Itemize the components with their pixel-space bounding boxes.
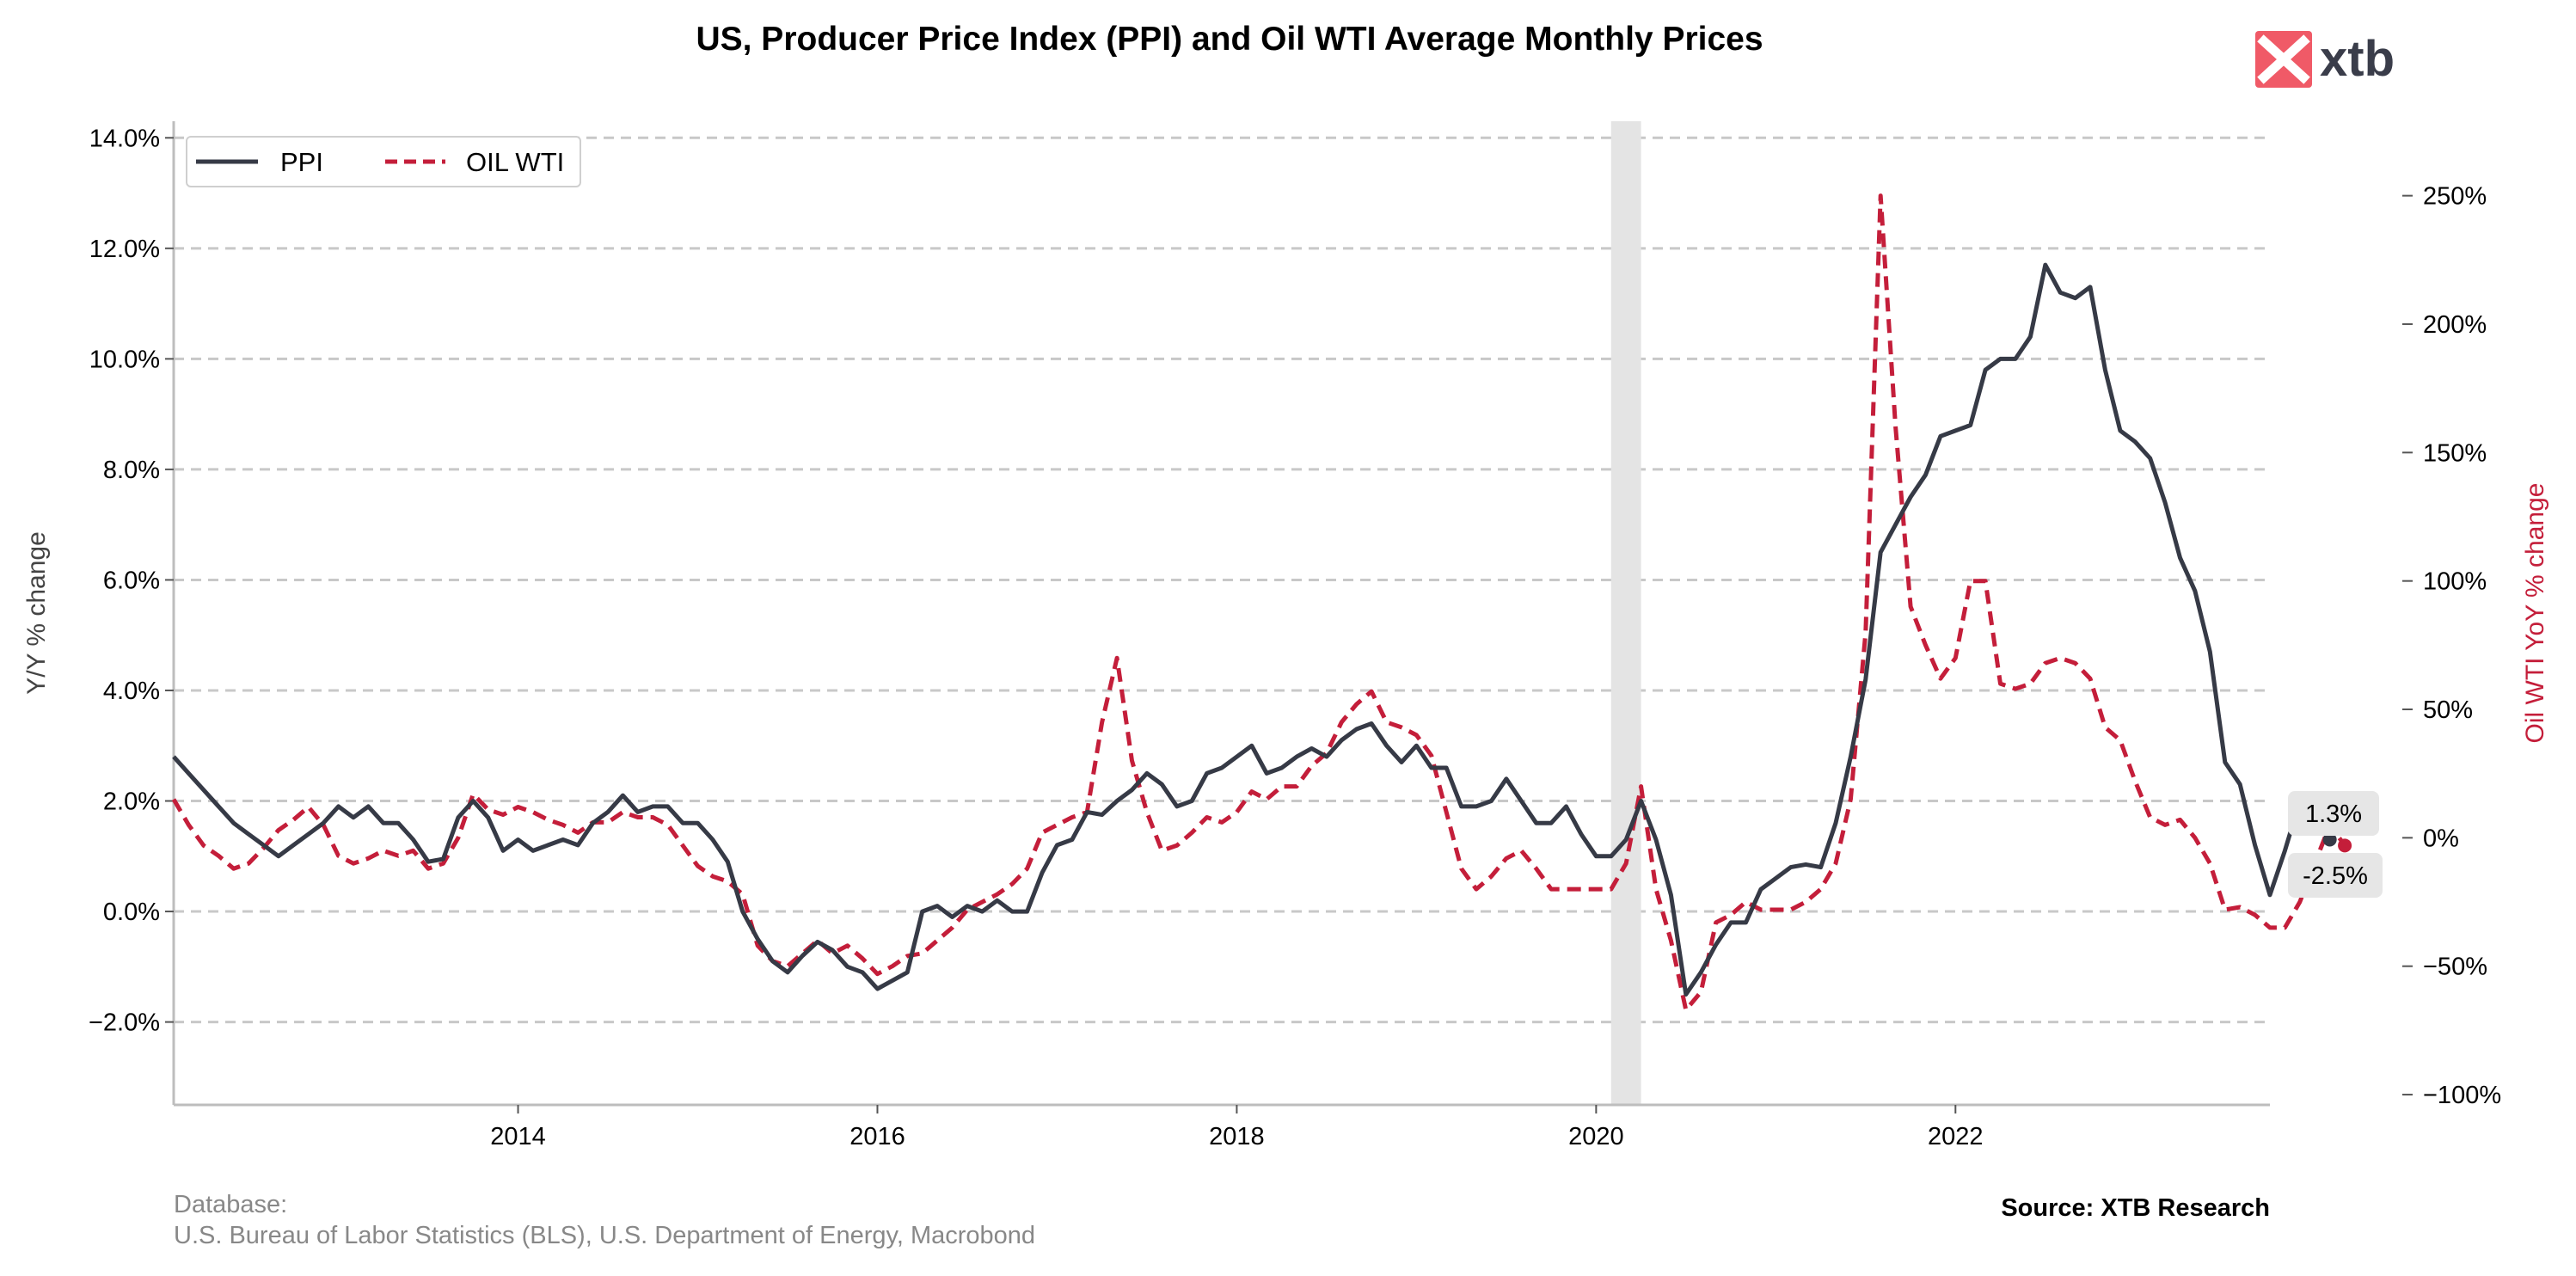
end-label-oil-wti: -2.5%	[2303, 862, 2368, 890]
right-tick-label: 0%	[2423, 825, 2459, 852]
series-line-ppi	[172, 262, 2333, 997]
left-tick-label: 6.0%	[103, 567, 160, 594]
right-tick-label: −100%	[2423, 1082, 2501, 1109]
right-tick-label: 50%	[2423, 696, 2473, 724]
end-label-oil-wti-box	[2288, 853, 2383, 898]
end-label-ppi: 1.3%	[2305, 801, 2362, 828]
legend-label-oil: OIL WTI	[466, 147, 564, 177]
shaded-period	[1610, 121, 1641, 1105]
left-axis-label: Y/Y % change	[22, 531, 51, 695]
series-layer	[171, 193, 2347, 1012]
right-tick-label: 200%	[2423, 311, 2487, 339]
left-tick-label: 2.0%	[103, 788, 160, 816]
end-labels: 1.3% -2.5%	[2288, 791, 2383, 898]
left-tick-label: −2.0%	[89, 1009, 160, 1037]
grid-lines	[174, 136, 2270, 1024]
left-tick-label: 8.0%	[103, 457, 160, 484]
end-label-ppi-box	[2288, 791, 2379, 836]
left-axis-ticks: −2.0% 0.0% 2.0% 4.0% 6.0% 8.0% 10.0% 12.0% 14.0%	[89, 125, 174, 1037]
chart-title: US, Producer Price Index (PPI) and Oil W…	[696, 21, 1763, 58]
left-tick-label: 10.0%	[89, 346, 160, 373]
footer-database-label: Database:	[174, 1191, 287, 1218]
left-tick-label: 14.0%	[89, 125, 160, 152]
x-tick-label: 2014	[490, 1123, 546, 1150]
x-tick-label: 2018	[1209, 1123, 1265, 1150]
x-tick-label: 2020	[1568, 1123, 1624, 1150]
right-axis-label: Oil WTI YoY % change	[2521, 483, 2549, 744]
right-tick-label: 250%	[2423, 183, 2487, 211]
legend-label-ppi: PPI	[280, 147, 323, 177]
end-marker-ppi	[2322, 832, 2337, 847]
end-marker-oil-wti	[2338, 838, 2352, 853]
right-tick-label: 150%	[2423, 439, 2487, 467]
left-tick-label: 4.0%	[103, 678, 160, 705]
legend-box	[186, 136, 581, 187]
footer-source: Source: XTB Research	[2001, 1194, 2270, 1222]
left-tick-label: 0.0%	[103, 899, 160, 926]
right-tick-label: −50%	[2423, 954, 2487, 981]
footer-database-sources: U.S. Bureau of Labor Statistics (BLS), U…	[174, 1222, 1035, 1249]
series-line-oil-wti	[171, 193, 2347, 1012]
xtb-logo: xtb	[2255, 31, 2395, 88]
xtb-logo-text: xtb	[2320, 31, 2395, 87]
right-tick-label: 100%	[2423, 568, 2487, 596]
left-tick-label: 12.0%	[89, 236, 160, 263]
x-tick-label: 2022	[1928, 1123, 1984, 1150]
x-tick-label: 2016	[849, 1123, 905, 1150]
right-axis-ticks: −100% −50% 0% 50% 100% 150% 200% 250%	[2402, 183, 2501, 1109]
legend: PPI OIL WTI	[186, 136, 581, 187]
x-axis-ticks: 2014 2016 2018 2020 2022	[490, 1105, 1984, 1150]
